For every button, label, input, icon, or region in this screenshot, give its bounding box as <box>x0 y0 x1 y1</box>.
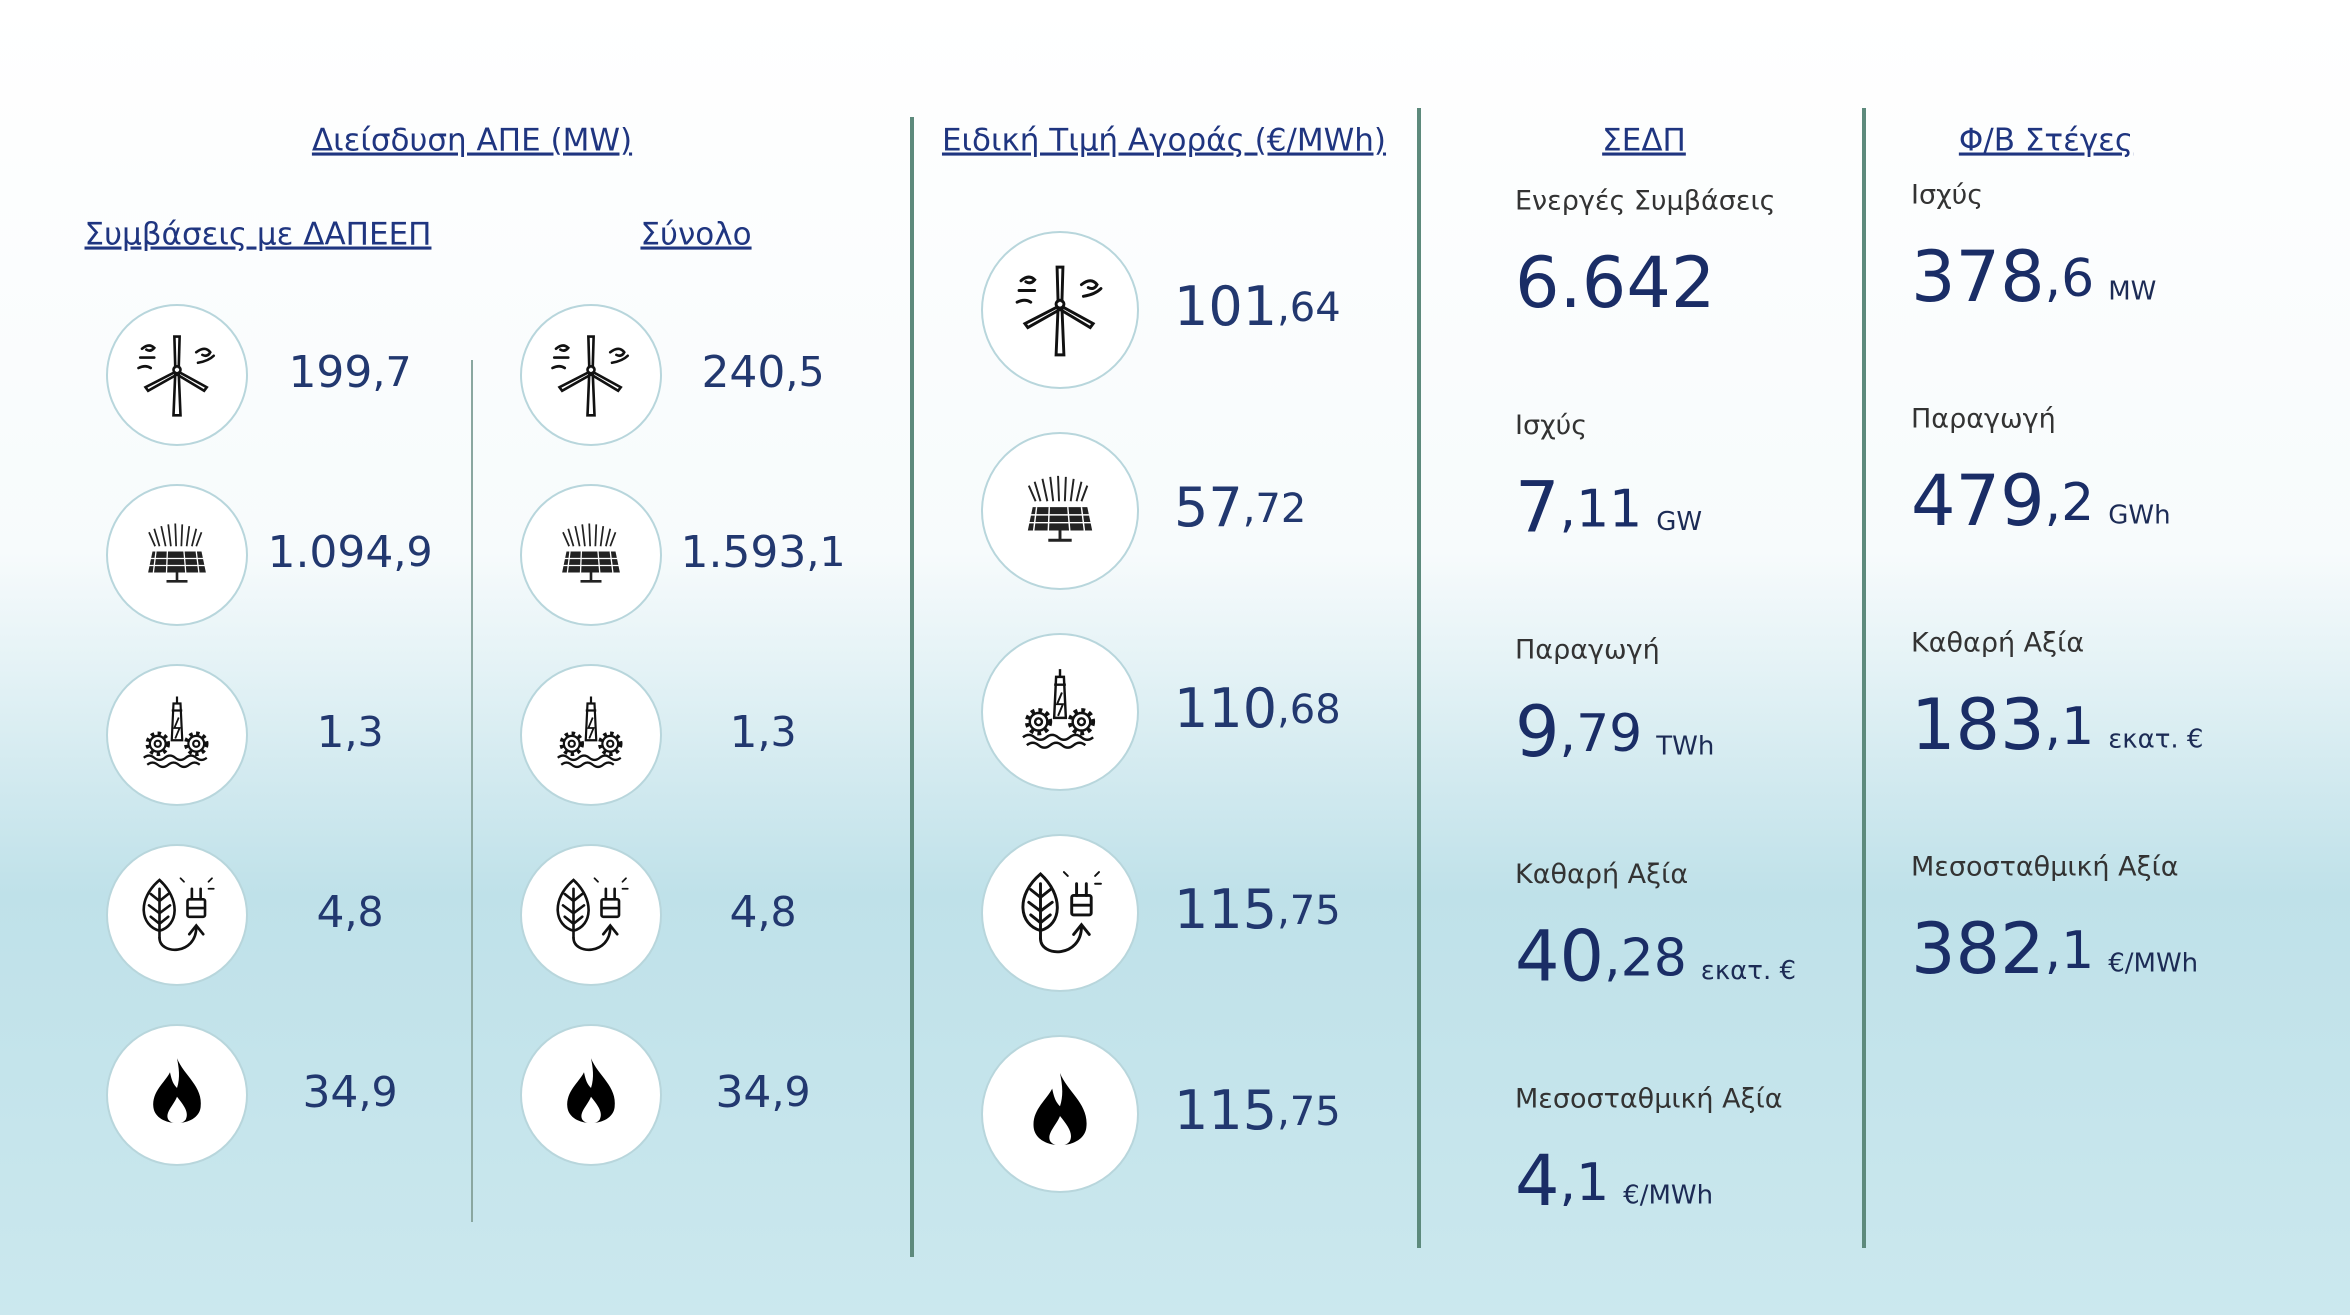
column-title: Συμβάσεις με ΔΑΠΕΕΠ <box>85 217 432 253</box>
value: 4,8 <box>729 887 796 938</box>
stat-label: Παραγωγή <box>1911 404 2056 435</box>
stat-unit: εκατ. € <box>2108 725 2203 755</box>
value: 115,75 <box>1174 878 1341 941</box>
value: 382,1 <box>1911 908 2094 990</box>
value: 479,2 <box>1911 460 2094 542</box>
stat-label: Ενεργές Συμβάσεις <box>1515 186 1775 217</box>
stat-unit: εκατ. € <box>1701 956 1796 986</box>
icon-circle <box>981 834 1139 992</box>
stat-label: Ισχύς <box>1911 180 1983 211</box>
stat-unit: €/MWh <box>2108 949 2198 979</box>
stat-label: Μεσοσταθμική Αξία <box>1515 1084 1783 1115</box>
section-title: Διείσδυση ΑΠΕ (MW) <box>312 123 632 159</box>
stat-label: Παραγωγή <box>1515 635 1660 666</box>
value: 110,68 <box>1174 677 1341 740</box>
value: 183,1 <box>1911 684 2094 766</box>
value: 4,1 <box>1515 1140 1609 1222</box>
value: 40,28 <box>1515 916 1687 998</box>
section-title: Φ/Β Στέγες <box>1959 123 2133 159</box>
section-title: ΣΕΔΠ <box>1602 123 1686 159</box>
value: 34,9 <box>715 1067 810 1118</box>
value: 4,8 <box>316 887 383 938</box>
stat-unit: €/MWh <box>1623 1181 1713 1211</box>
value: 101,64 <box>1174 275 1341 338</box>
stat-label: Ισχύς <box>1515 410 1587 441</box>
column-title: Σύνολο <box>640 217 751 253</box>
value: 1.593,1 <box>680 527 845 578</box>
icon-circle <box>520 844 662 986</box>
stat-unit: GWh <box>2108 501 2170 531</box>
value: 240,5 <box>701 347 824 398</box>
value: 115,75 <box>1174 1079 1341 1142</box>
stat-unit: GW <box>1656 507 1702 537</box>
value: 9,79 <box>1515 691 1642 773</box>
stat-label: Μεσοσταθμική Αξία <box>1911 852 2179 883</box>
value: 34,9 <box>302 1067 397 1118</box>
stat-label: Καθαρή Αξία <box>1515 859 1688 890</box>
stat-unit: MW <box>2108 277 2156 307</box>
value: 1,3 <box>729 707 796 758</box>
value: 1,3 <box>316 707 383 758</box>
value: 57,72 <box>1174 476 1306 539</box>
icon-circle <box>106 844 248 986</box>
stat-label: Καθαρή Αξία <box>1911 628 2084 659</box>
value: 7,11 <box>1515 467 1642 549</box>
value: 1.094,9 <box>267 527 432 578</box>
value: 6.642 <box>1515 242 1715 324</box>
stat-unit: TWh <box>1655 732 1714 762</box>
value: 378,6 <box>1911 236 2094 318</box>
section-title: Ειδική Τιμή Αγοράς (€/MWh) <box>942 123 1386 159</box>
value: 199,7 <box>288 347 411 398</box>
dividers <box>910 108 1866 1257</box>
